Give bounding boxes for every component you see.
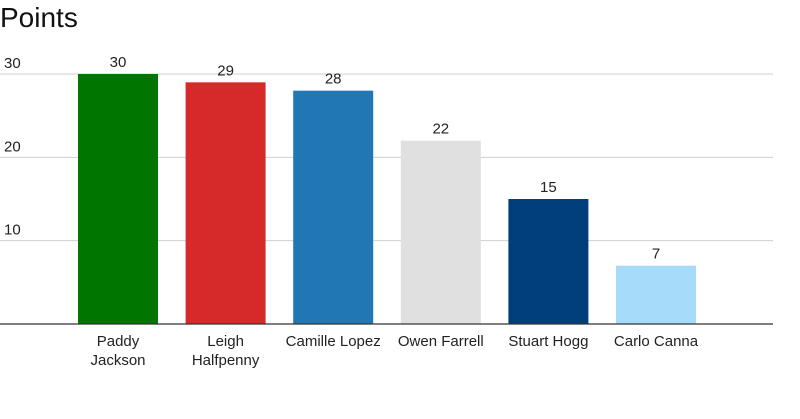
- y-axis-ticks: 10 20 30: [4, 55, 21, 239]
- x-tick-label: Camille Lopez: [286, 333, 381, 350]
- data-label: 30: [110, 54, 127, 71]
- y-tick-label: 10: [4, 222, 21, 239]
- bar: [78, 74, 158, 324]
- data-label: 22: [432, 121, 449, 138]
- y-tick-label: 20: [4, 138, 21, 155]
- x-tick-label: Owen Farrell: [398, 333, 484, 350]
- bar: [185, 82, 266, 324]
- x-tick-label: Carlo Canna: [614, 333, 699, 350]
- data-label: 7: [652, 246, 660, 263]
- x-tick-label: Stuart Hogg: [508, 333, 588, 350]
- bar: [616, 265, 696, 324]
- bar: [400, 140, 481, 324]
- x-tick-label: Leigh Halfpenny: [192, 333, 260, 369]
- value-labels: 30 29 28 22 15 7: [110, 54, 661, 263]
- category-labels: Paddy Jackson Leigh Halfpenny Camille Lopez O…: [90, 333, 698, 369]
- bars: [78, 74, 696, 325]
- data-label: 15: [540, 179, 557, 196]
- bar: [293, 90, 374, 325]
- x-tick-label: Paddy Jackson: [90, 333, 145, 369]
- data-label: 28: [325, 71, 342, 88]
- bar: [508, 199, 589, 324]
- chart-title: Points: [0, 2, 78, 33]
- data-label: 29: [217, 62, 234, 79]
- y-tick-label: 30: [4, 55, 21, 72]
